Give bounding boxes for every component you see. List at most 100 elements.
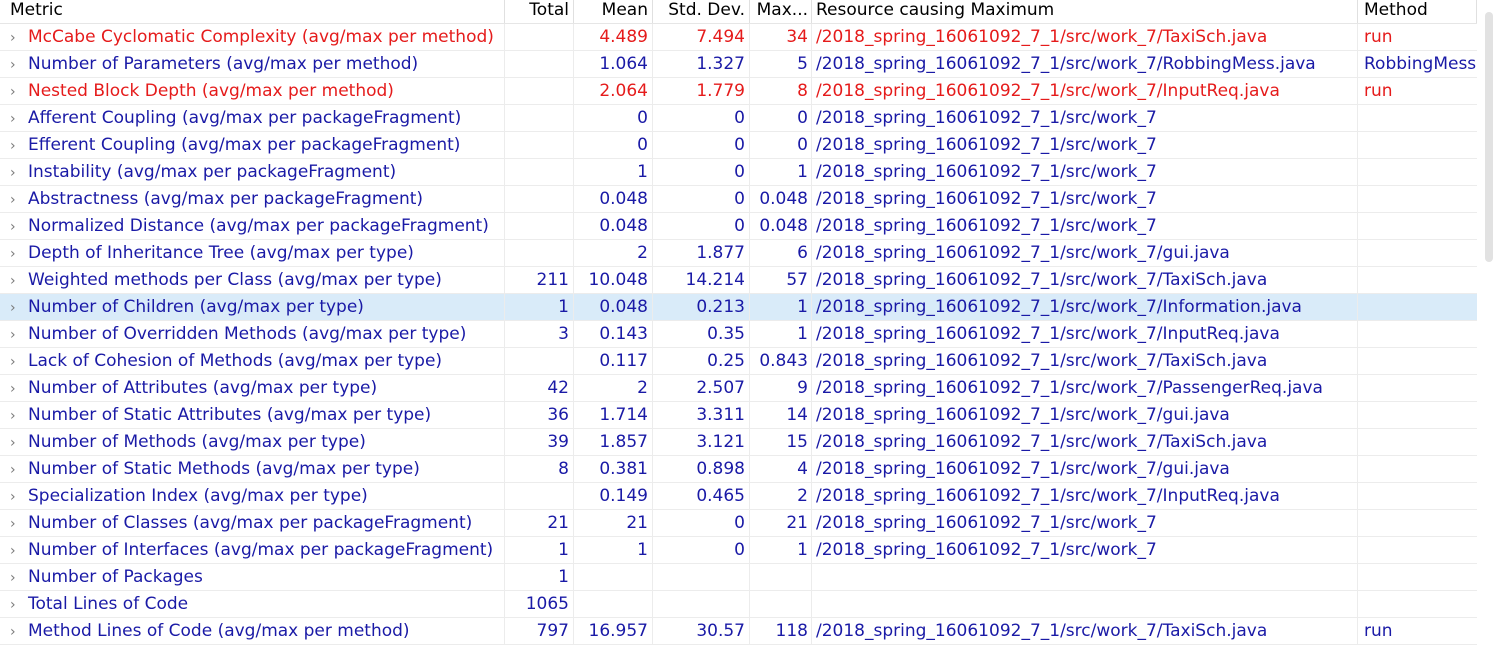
total-cell: 8 [505, 456, 574, 482]
chevron-right-icon[interactable]: › [10, 84, 16, 100]
column-header-std-dev[interactable]: Std. Dev. [653, 0, 750, 23]
resource-cell: /2018_spring_16061092_7_1/src/work_7/gui… [812, 402, 1358, 428]
chevron-right-icon[interactable]: › [10, 462, 16, 478]
std-dev-cell: 0 [653, 159, 750, 185]
chevron-right-icon[interactable]: › [10, 570, 16, 586]
total-cell [505, 105, 574, 131]
metric-cell: › Number of Static Attributes (avg/max pe… [0, 402, 505, 428]
table-row[interactable]: › Depth of Inheritance Tree (avg/max per … [0, 240, 1477, 267]
table-row[interactable]: › Weighted methods per Class (avg/max per… [0, 267, 1477, 294]
table-row[interactable]: › Instability (avg/max per packageFragmen… [0, 159, 1477, 186]
table-row[interactable]: › Total Lines of Code 1065 [0, 591, 1477, 618]
resource-cell: /2018_spring_16061092_7_1/src/work_7/gui… [812, 456, 1358, 482]
metric-cell: › Number of Attributes (avg/max per type) [0, 375, 505, 401]
total-cell [505, 348, 574, 374]
chevron-right-icon[interactable]: › [10, 435, 16, 451]
table-row[interactable]: › Number of Static Methods (avg/max per t… [0, 456, 1477, 483]
metric-label: Total Lines of Code [28, 594, 189, 614]
table-row[interactable]: › McCabe Cyclomatic Complexity (avg/max p… [0, 24, 1477, 51]
chevron-right-icon[interactable]: › [10, 327, 16, 343]
chevron-right-icon[interactable]: › [10, 408, 16, 424]
chevron-right-icon[interactable]: › [10, 624, 16, 640]
chevron-right-icon[interactable]: › [10, 300, 16, 316]
total-cell: 21 [505, 510, 574, 536]
method-cell [1358, 564, 1477, 590]
column-header-resource[interactable]: Resource causing Maximum [812, 0, 1358, 23]
chevron-right-icon[interactable]: › [10, 246, 16, 262]
mean-cell: 1.064 [574, 51, 653, 77]
total-cell: 1 [505, 294, 574, 320]
chevron-right-icon[interactable]: › [10, 354, 16, 370]
total-cell [505, 186, 574, 212]
chevron-right-icon[interactable]: › [10, 165, 16, 181]
vertical-scrollbar[interactable] [1479, 0, 1497, 658]
chevron-right-icon[interactable]: › [10, 489, 16, 505]
table-row[interactable]: › Normalized Distance (avg/max per packag… [0, 213, 1477, 240]
chevron-right-icon[interactable]: › [10, 543, 16, 559]
column-header-mean[interactable]: Mean [574, 0, 653, 23]
total-cell: 39 [505, 429, 574, 455]
scrollbar-thumb[interactable] [1485, 12, 1493, 262]
table-row[interactable]: › Number of Children (avg/max per type) 1 0… [0, 294, 1477, 321]
mean-cell: 16.957 [574, 618, 653, 644]
metric-cell: › Total Lines of Code [0, 591, 505, 617]
method-cell [1358, 510, 1477, 536]
metric-label: Number of Attributes (avg/max per type) [28, 378, 378, 398]
std-dev-cell: 30.57 [653, 618, 750, 644]
metric-cell: › Nested Block Depth (avg/max per method) [0, 78, 505, 104]
table-row[interactable]: › Nested Block Depth (avg/max per method)… [0, 78, 1477, 105]
mean-cell: 0.143 [574, 321, 653, 347]
resource-cell: /2018_spring_16061092_7_1/src/work_7 [812, 105, 1358, 131]
metric-cell: › Number of Packages [0, 564, 505, 590]
std-dev-cell [653, 591, 750, 617]
metric-label: Number of Children (avg/max per type) [28, 297, 364, 317]
column-header-max[interactable]: Max... [750, 0, 812, 23]
table-row[interactable]: › Number of Methods (avg/max per type) 39 1… [0, 429, 1477, 456]
chevron-right-icon[interactable]: › [10, 597, 16, 613]
column-header-method[interactable]: Method [1358, 0, 1477, 23]
metric-cell: › Method Lines of Code (avg/max per metho… [0, 618, 505, 644]
chevron-right-icon[interactable]: › [10, 516, 16, 532]
mean-cell: 0.048 [574, 294, 653, 320]
max-cell: 21 [750, 510, 812, 536]
chevron-right-icon[interactable]: › [10, 219, 16, 235]
std-dev-cell: 0.213 [653, 294, 750, 320]
chevron-right-icon[interactable]: › [10, 30, 16, 46]
table-row[interactable]: › Number of Classes (avg/max per packageF… [0, 510, 1477, 537]
max-cell: 8 [750, 78, 812, 104]
table-row[interactable]: › Number of Overridden Methods (avg/max p… [0, 321, 1477, 348]
metric-label: Number of Classes (avg/max per packageFr… [28, 513, 473, 533]
mean-cell: 1 [574, 537, 653, 563]
table-row[interactable]: › Number of Attributes (avg/max per type)… [0, 375, 1477, 402]
total-cell: 211 [505, 267, 574, 293]
mean-cell: 2.064 [574, 78, 653, 104]
column-header-metric[interactable]: Metric [0, 0, 505, 23]
max-cell: 0 [750, 132, 812, 158]
mean-cell: 0.117 [574, 348, 653, 374]
table-row[interactable]: › Number of Parameters (avg/max per metho… [0, 51, 1477, 78]
table-row[interactable]: › Abstractness (avg/max per packageFragme… [0, 186, 1477, 213]
chevron-right-icon[interactable]: › [10, 111, 16, 127]
method-cell: RobbingMess [1364, 54, 1477, 74]
max-cell: 1 [750, 321, 812, 347]
table-row[interactable]: › Afferent Coupling (avg/max per packageF… [0, 105, 1477, 132]
chevron-right-icon[interactable]: › [10, 57, 16, 73]
mean-cell: 0.048 [574, 186, 653, 212]
table-row[interactable]: › Method Lines of Code (avg/max per metho… [0, 618, 1477, 645]
table-row[interactable]: › Number of Static Attributes (avg/max pe… [0, 402, 1477, 429]
table-row[interactable]: › Lack of Cohesion of Methods (avg/max pe… [0, 348, 1477, 375]
table-row[interactable]: › Efferent Coupling (avg/max per packageF… [0, 132, 1477, 159]
chevron-right-icon[interactable]: › [10, 381, 16, 397]
metric-cell: › Number of Classes (avg/max per packageF… [0, 510, 505, 536]
column-header-total[interactable]: Total [505, 0, 574, 23]
table-row[interactable]: › Number of Packages 1 [0, 564, 1477, 591]
chevron-right-icon[interactable]: › [10, 192, 16, 208]
table-row[interactable]: › Number of Interfaces (avg/max per packa… [0, 537, 1477, 564]
table-row[interactable]: › Specialization Index (avg/max per type)… [0, 483, 1477, 510]
mean-cell: 0.381 [574, 456, 653, 482]
chevron-right-icon[interactable]: › [10, 138, 16, 154]
metric-label: Number of Parameters (avg/max per method… [28, 54, 419, 74]
resource-cell: /2018_spring_16061092_7_1/src/work_7 [812, 186, 1358, 212]
chevron-right-icon[interactable]: › [10, 273, 16, 289]
metric-cell: › Afferent Coupling (avg/max per packageF… [0, 105, 505, 131]
